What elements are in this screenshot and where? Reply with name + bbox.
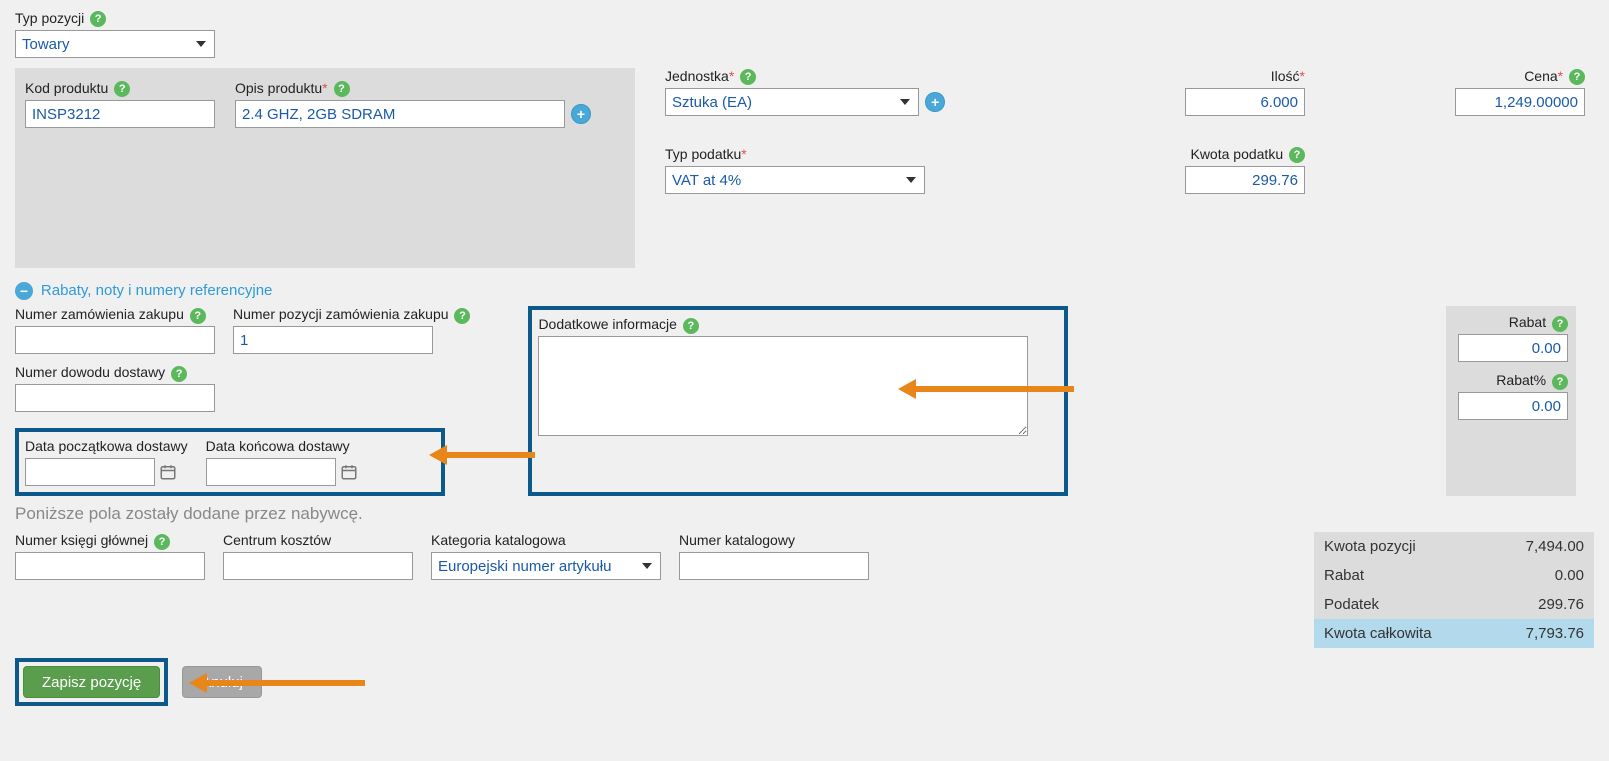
kwota-podatku-input[interactable] (1185, 166, 1305, 194)
date-highlight-box: Data początkowa dostawy Data końcowa dos… (15, 428, 445, 496)
help-icon[interactable]: ? (90, 11, 106, 27)
help-icon[interactable]: ? (454, 308, 470, 324)
data-konc-label: Data końcowa dostawy (206, 438, 358, 454)
numer-katalogowy-input[interactable] (679, 552, 869, 580)
numer-ksiegi-input[interactable] (15, 552, 205, 580)
add-icon[interactable]: + (925, 92, 945, 112)
data-pocz-label: Data początkowa dostawy (25, 438, 188, 454)
kategoria-kat-label: Kategoria katalogowa (431, 532, 661, 548)
numer-zam-input[interactable] (15, 326, 215, 354)
product-panel: Kod produktu ? Opis produktu* ? + (15, 68, 635, 268)
help-icon[interactable]: ? (1552, 374, 1568, 390)
buyer-note: Poniższe pola zostały dodane przez nabyw… (15, 504, 1594, 524)
required-marker: * (322, 80, 327, 96)
typ-podatku-label: Typ podatku (665, 146, 741, 162)
typ-podatku-select[interactable]: VAT at 4% (665, 166, 925, 194)
rabat-pct-label: Rabat% (1496, 372, 1546, 388)
jednostka-select[interactable]: Sztuka (EA) (665, 88, 919, 116)
calendar-icon[interactable] (340, 463, 358, 481)
rabat-input[interactable] (1458, 334, 1568, 362)
rabaty-section-link[interactable]: Rabaty, noty i numery referencyjne (41, 282, 273, 299)
sum-podatek-label: Podatek (1324, 596, 1379, 613)
typ-pozycji-select[interactable]: Towary (15, 30, 215, 58)
help-icon[interactable]: ? (740, 69, 756, 85)
opis-produktu-label: Opis produktu (235, 80, 322, 96)
sum-rabat-value: 0.00 (1555, 567, 1584, 584)
required-marker: * (1558, 68, 1563, 84)
cena-label: Cena (1524, 68, 1557, 84)
required-marker: * (741, 146, 746, 162)
rabat-pct-input[interactable] (1458, 392, 1568, 420)
cena-input[interactable] (1455, 88, 1585, 116)
numer-poz-zam-label: Numer pozycji zamówienia zakupu (233, 306, 449, 322)
opis-produktu-input[interactable] (235, 100, 565, 128)
help-icon[interactable]: ? (334, 81, 350, 97)
required-marker: * (729, 68, 734, 84)
ilosc-label: Ilość (1271, 68, 1300, 84)
kod-produktu-input[interactable] (25, 100, 215, 128)
info-highlight-box: Dodatkowe informacje ? (528, 306, 1068, 496)
help-icon[interactable]: ? (154, 534, 170, 550)
centrum-kosztow-label: Centrum kosztów (223, 532, 413, 548)
collapse-icon[interactable]: − (15, 282, 33, 300)
typ-pozycji-label: Typ pozycji (15, 10, 84, 26)
sum-podatek-value: 299.76 (1538, 596, 1584, 613)
sum-total-value: 7,793.76 (1526, 625, 1584, 642)
numer-dowodu-label: Numer dowodu dostawy (15, 364, 165, 380)
help-icon[interactable]: ? (1289, 147, 1305, 163)
kwota-podatku-label: Kwota podatku (1190, 146, 1283, 162)
sum-rabat-label: Rabat (1324, 567, 1364, 584)
summary-panel: Kwota pozycji 7,494.00 Rabat 0.00 Podate… (1314, 532, 1594, 648)
kategoria-kat-select[interactable]: Europejski numer artykułu (431, 552, 661, 580)
numer-ksiegi-label: Numer księgi głównej (15, 532, 148, 548)
data-konc-input[interactable] (206, 458, 336, 486)
centrum-kosztow-input[interactable] (223, 552, 413, 580)
help-icon[interactable]: ? (171, 366, 187, 382)
numer-poz-zam-input[interactable] (233, 326, 433, 354)
calendar-icon[interactable] (159, 463, 177, 481)
help-icon[interactable]: ? (1569, 69, 1585, 85)
save-highlight-box: Zapisz pozycję (15, 658, 168, 706)
numer-dowodu-input[interactable] (15, 384, 215, 412)
required-marker: * (1300, 68, 1305, 84)
sum-kwota-pozycji-label: Kwota pozycji (1324, 538, 1416, 555)
save-button[interactable]: Zapisz pozycję (23, 666, 160, 698)
help-icon[interactable]: ? (683, 318, 699, 334)
help-icon[interactable]: ? (190, 308, 206, 324)
rabat-label: Rabat (1509, 314, 1546, 330)
kod-produktu-label: Kod produktu (25, 80, 108, 96)
numer-zam-label: Numer zamówienia zakupu (15, 306, 184, 322)
numer-katalogowy-label: Numer katalogowy (679, 532, 869, 548)
dodatkowe-info-label: Dodatkowe informacje (538, 316, 677, 332)
help-icon[interactable]: ? (1552, 316, 1568, 332)
ilosc-input[interactable] (1185, 88, 1305, 116)
add-icon[interactable]: + (571, 104, 591, 124)
sum-kwota-pozycji-value: 7,494.00 (1526, 538, 1584, 555)
sum-total-label: Kwota całkowita (1324, 625, 1432, 642)
data-pocz-input[interactable] (25, 458, 155, 486)
jednostka-label: Jednostka (665, 68, 729, 84)
help-icon[interactable]: ? (114, 81, 130, 97)
